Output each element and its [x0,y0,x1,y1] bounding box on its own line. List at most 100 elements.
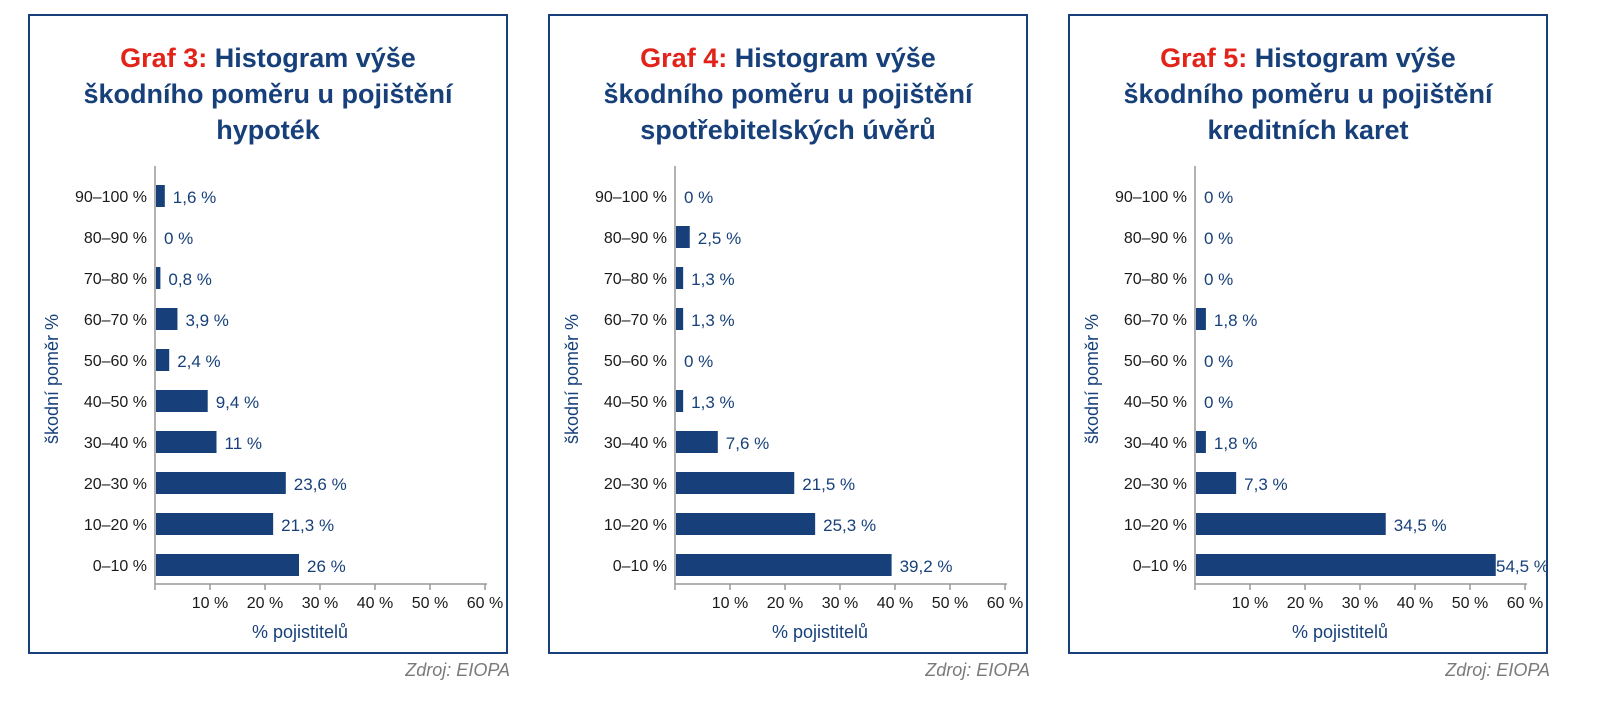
chart-title-line-3: hypoték [216,115,320,145]
data-label: 54,5 % [1496,557,1546,576]
x-tick-label: 20 % [767,595,803,612]
data-label: 9,4 % [216,393,259,412]
data-label: 7,6 % [726,434,769,453]
bar [1196,554,1496,576]
chart-panel-graf-4: Graf 4: Histogram výše škodního poměru u… [548,14,1028,654]
y-axis-label: škodní poměr % [42,314,62,444]
x-tick-label: 60 % [467,595,503,612]
data-label: 2,5 % [698,229,741,248]
data-label: 25,3 % [823,516,876,535]
x-tick-label: 30 % [1342,595,1378,612]
x-tick-label: 20 % [247,595,283,612]
x-axis-label: % pojistitelů [1292,622,1388,642]
category-label: 10–20 % [84,517,147,534]
category-label: 60–70 % [84,312,147,329]
chart-title-line-2: škodního poměru u pojištění [603,79,973,109]
bar [156,472,286,494]
bar [676,513,816,535]
chart-panel-graf-3: Graf 3: Histogram výše škodního poměru u… [28,14,508,654]
chart-source: Zdroj: EIOPA [1445,660,1550,680]
category-label: 40–50 % [1124,394,1187,411]
category-label: 0–10 % [613,558,667,575]
category-label: 70–80 % [84,271,147,288]
chart-title-prefix: Graf 4: [640,43,728,73]
chart-source: Zdroj: EIOPA [925,660,1030,680]
data-label: 3,9 % [185,311,228,330]
chart-title: Graf 3: Histogram výše škodního poměru u… [40,40,496,148]
category-label: 20–30 % [604,476,667,493]
data-label: 0 % [1204,229,1233,248]
bar [156,554,299,576]
chart-title-line-1: Histogram výše [734,43,936,73]
bar [156,431,217,453]
data-label: 2,4 % [177,352,220,371]
x-tick-label: 60 % [1507,595,1543,612]
data-label: 0 % [684,188,713,207]
category-label: 10–20 % [1124,517,1187,534]
chart-plot: 10 % 20 % 30 % 40 % 50 % 60 % 90–100 % 0 % 80–90… [562,166,1023,642]
category-label: 40–50 % [604,394,667,411]
bar [676,308,684,330]
chart-panel-graf-5: Graf 5: Histogram výše škodního poměru u… [1068,14,1548,654]
y-axis-label: škodní poměr % [1082,314,1102,444]
data-label: 1,3 % [691,393,734,412]
bar [1196,472,1237,494]
data-label: 0 % [164,229,193,248]
category-label: 80–90 % [1124,230,1187,247]
category-label: 70–80 % [604,271,667,288]
bar [156,267,161,289]
data-label: 0 % [1204,188,1233,207]
bar [676,226,690,248]
data-label: 0 % [1204,270,1233,289]
data-label: 1,6 % [173,188,216,207]
data-label: 0 % [1204,393,1233,412]
chart-plot: 10 % 20 % 30 % 40 % 50 % 60 % 90–100 % 1,6 % 80–… [42,166,503,642]
bar [676,554,892,576]
x-tick-label: 60 % [987,595,1023,612]
category-label: 60–70 % [1124,312,1187,329]
data-label: 0,8 % [168,270,211,289]
x-tick-label: 10 % [1232,595,1268,612]
category-label: 50–60 % [1124,353,1187,370]
bar [1196,308,1206,330]
x-tick-label: 40 % [357,595,393,612]
data-label: 7,3 % [1244,475,1287,494]
data-label: 39,2 % [900,557,953,576]
y-axis-label: škodní poměr % [562,314,582,444]
x-tick-label: 30 % [822,595,858,612]
chart-plot: 10 % 20 % 30 % 40 % 50 % 60 % 90–100 % 0 % 80–90… [1082,166,1546,642]
x-tick-label: 40 % [1397,595,1433,612]
x-tick-label: 50 % [412,595,448,612]
bar [676,390,684,412]
data-label: 1,3 % [691,311,734,330]
x-tick-label: 10 % [192,595,228,612]
category-label: 70–80 % [1124,271,1187,288]
category-label: 0–10 % [1133,558,1187,575]
category-label: 10–20 % [604,517,667,534]
x-tick-label: 10 % [712,595,748,612]
chart-title-line-3: spotřebitelských úvěrů [640,115,936,145]
chart-title-line-2: škodního poměru u pojištění [1123,79,1493,109]
data-label: 0 % [684,352,713,371]
data-label: 1,3 % [691,270,734,289]
category-label: 90–100 % [75,189,147,206]
x-axis-label: % pojistitelů [772,622,868,642]
x-tick-label: 20 % [1287,595,1323,612]
category-label: 90–100 % [595,189,667,206]
category-label: 80–90 % [84,230,147,247]
category-label: 40–50 % [84,394,147,411]
x-tick-label: 50 % [932,595,968,612]
category-label: 80–90 % [604,230,667,247]
chart-title-line-1: Histogram výše [1254,43,1456,73]
chart-source: Zdroj: EIOPA [405,660,510,680]
data-label: 21,5 % [802,475,855,494]
bar [676,431,718,453]
chart-title-line-1: Histogram výše [214,43,416,73]
bar [156,185,165,207]
chart-title-line-3: kreditních karet [1207,115,1409,145]
chart-title-prefix: Graf 5: [1160,43,1248,73]
category-label: 50–60 % [604,353,667,370]
x-tick-label: 50 % [1452,595,1488,612]
category-label: 60–70 % [604,312,667,329]
x-tick-label: 30 % [302,595,338,612]
